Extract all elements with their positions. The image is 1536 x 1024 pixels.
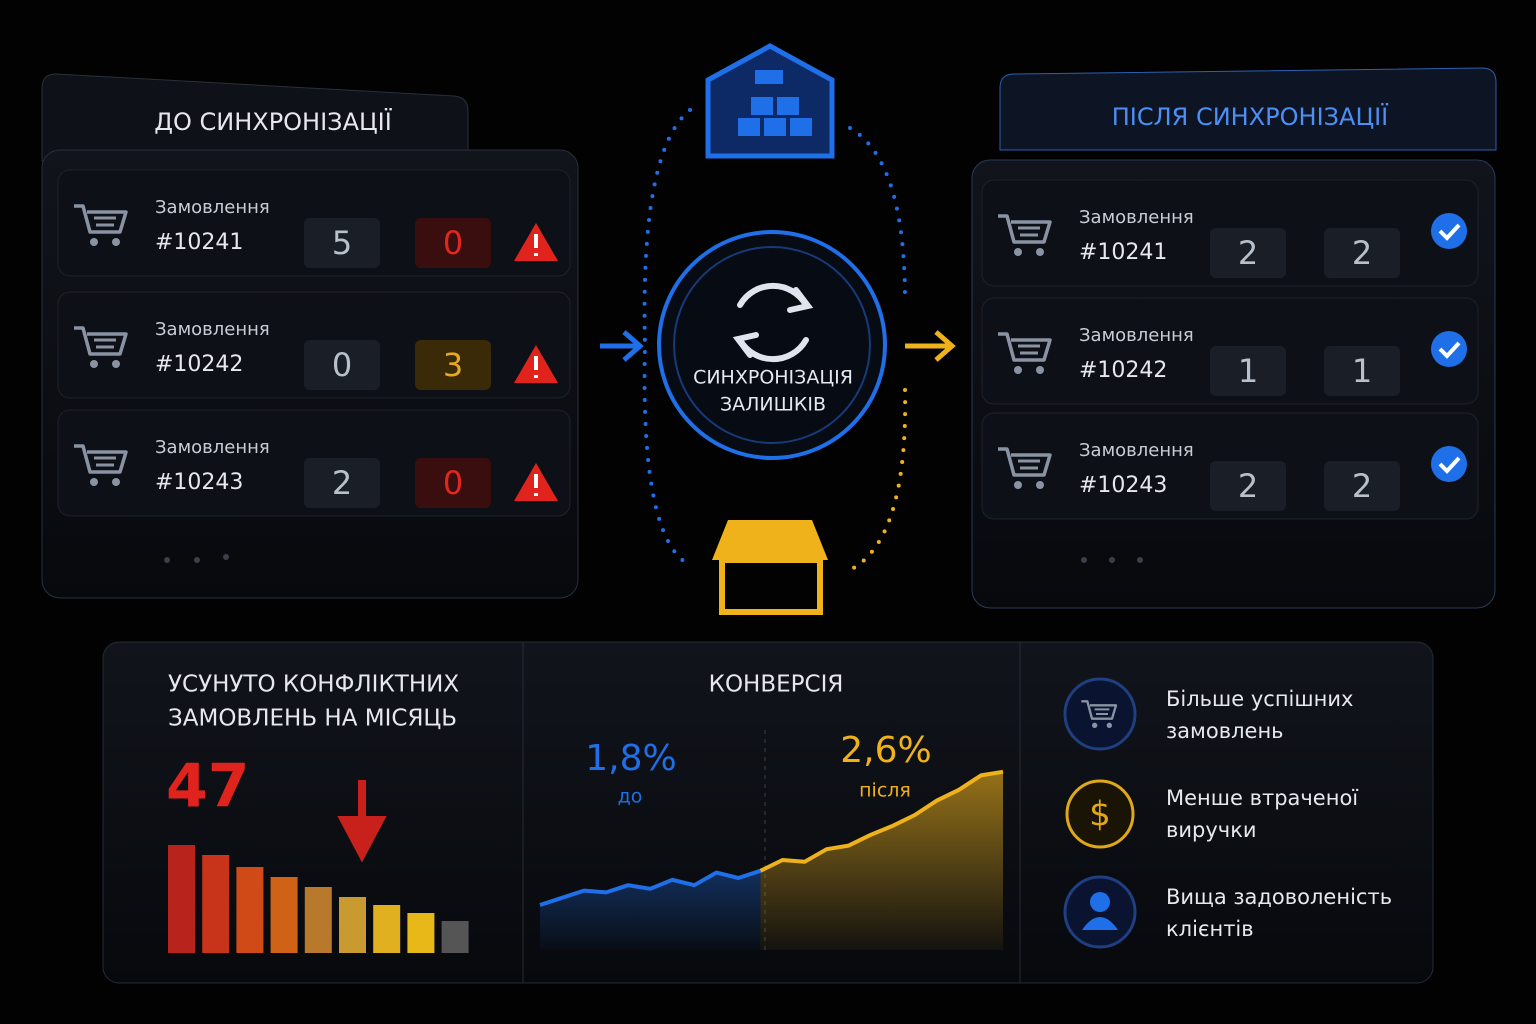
down-arrow	[337, 780, 387, 863]
stock-value: 1	[1238, 352, 1258, 390]
stock-value: 5	[332, 224, 352, 262]
bar	[441, 921, 469, 953]
stat-title: УСУНУТО КОНФЛІКТНИХ	[168, 672, 459, 698]
check-icon	[1431, 446, 1467, 482]
stock-value: 2	[332, 464, 352, 502]
order-number: #10243	[155, 470, 243, 495]
stock-value: 2	[1352, 234, 1372, 272]
stock-box	[415, 340, 491, 390]
stock-value: 3	[443, 346, 463, 384]
conversion-before-label: до	[618, 786, 643, 808]
stock-box	[1210, 461, 1286, 511]
center-label: ЗАЛИШКІВ	[720, 394, 826, 416]
warehouse-boxes	[738, 70, 812, 136]
order-label: Замовлення	[155, 197, 270, 218]
bar	[236, 867, 264, 953]
dots	[164, 554, 1143, 563]
order-label: Замовлення	[1079, 325, 1194, 346]
sync-circle	[657, 230, 887, 460]
stock-box	[1324, 346, 1400, 396]
tab	[999, 67, 1497, 151]
order-number: #10242	[155, 352, 243, 377]
user-icon	[1082, 917, 1118, 930]
panel-title: ДО СИНХРОНІЗАЦІЇ	[154, 107, 392, 136]
order-label: Замовлення	[155, 319, 270, 340]
stock-value: 0	[443, 224, 463, 262]
user-icon	[1090, 892, 1110, 912]
store-awning	[712, 520, 828, 560]
panel-title: ПІСЛЯ СИНХРОНІЗАЦІЇ	[1112, 102, 1389, 131]
flow	[848, 126, 907, 302]
order-label: Замовлення	[155, 437, 270, 458]
check-icon	[1431, 213, 1467, 249]
stock-box	[1324, 461, 1400, 511]
stock-box	[415, 458, 491, 508]
flow	[848, 388, 908, 572]
stock-box	[304, 458, 380, 508]
bar	[373, 905, 401, 953]
stat-title: ЗАМОВЛЕНЬ НА МІСЯЦЬ	[168, 706, 457, 732]
center-label: СИНХРОНІЗАЦІЯ	[693, 367, 853, 389]
order-label: Замовлення	[1079, 440, 1194, 461]
stock-value: 1	[1352, 352, 1372, 390]
stock-box	[1210, 228, 1286, 278]
order-number: #10243	[1079, 473, 1167, 498]
bar	[304, 887, 332, 953]
order-number: #10241	[1079, 240, 1167, 265]
check-mark	[1438, 456, 1461, 474]
stock-value: 2	[1238, 467, 1258, 505]
stock-box	[1324, 228, 1400, 278]
bar	[407, 913, 435, 953]
conversion-after-label: після	[859, 780, 911, 802]
stock-box	[304, 340, 380, 390]
benefit-text: клієнтів	[1166, 917, 1254, 941]
check-mark	[1438, 341, 1461, 359]
tab	[41, 73, 469, 162]
stock-box	[304, 218, 380, 268]
benefit-text: Вища задоволеність	[1166, 885, 1392, 909]
order-number: #10241	[155, 230, 243, 255]
arrow	[905, 330, 956, 362]
benefit-icon	[1065, 779, 1135, 849]
conversion-before: 1,8%	[585, 738, 676, 779]
benefit-text: Більше успішних	[1166, 687, 1353, 711]
stock-value: 0	[332, 346, 352, 384]
sync-ring	[673, 246, 871, 444]
bar	[339, 897, 366, 953]
benefit-text: виручки	[1166, 818, 1257, 842]
bar	[270, 877, 298, 953]
dollar-icon: $	[1089, 795, 1111, 835]
arrow	[600, 330, 644, 362]
stock-value: 2	[1238, 234, 1258, 272]
trend-area	[540, 870, 761, 950]
order-label: Замовлення	[1079, 207, 1194, 228]
stock-value: 0	[443, 464, 463, 502]
trend-line	[759, 769, 1004, 873]
store-icon	[719, 557, 823, 615]
trend-line	[539, 868, 762, 907]
conversion-title: КОНВЕРСІЯ	[709, 672, 844, 698]
flow	[642, 108, 692, 567]
check-mark	[1438, 223, 1461, 241]
sync-icon	[732, 282, 814, 363]
benefit-text: Менше втраченої	[1166, 786, 1358, 810]
order-number: #10242	[1079, 358, 1167, 383]
stock-box	[1210, 346, 1286, 396]
trend-area	[760, 771, 1003, 950]
stock-box	[415, 218, 491, 268]
check-icon	[1431, 331, 1467, 367]
conversion-after: 2,6%	[840, 730, 931, 771]
benefit-text: замовлень	[1166, 719, 1284, 743]
stat-value: 47	[166, 752, 250, 822]
stock-value: 2	[1352, 467, 1372, 505]
bar	[202, 855, 230, 953]
bar	[168, 845, 195, 953]
